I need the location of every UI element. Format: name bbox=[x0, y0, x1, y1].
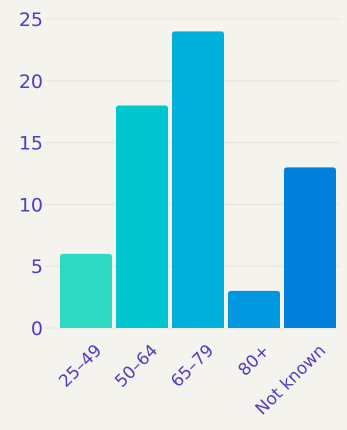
x-tick-label: 25–49 bbox=[55, 341, 106, 392]
y-tick-label: 20 bbox=[19, 71, 43, 93]
bar-0 bbox=[60, 253, 112, 328]
bar-3 bbox=[228, 290, 280, 328]
bar-4 bbox=[284, 167, 336, 328]
x-tick-label: 65–79 bbox=[167, 341, 218, 392]
x-tick-label: 50–64 bbox=[111, 341, 162, 392]
y-axis-ticks: 0 5 10 15 20 25 bbox=[19, 9, 43, 340]
y-tick-label: 5 bbox=[31, 256, 43, 278]
y-tick-label: 0 bbox=[31, 318, 43, 340]
x-axis-ticks: 25–49 50–64 65–79 80+Not known bbox=[55, 341, 330, 419]
bars bbox=[60, 31, 336, 329]
y-tick-label: 10 bbox=[19, 194, 43, 216]
y-tick-label: 25 bbox=[19, 9, 43, 31]
bar-1 bbox=[116, 105, 168, 329]
bar-2 bbox=[172, 31, 224, 329]
x-tick-label: 80+ bbox=[235, 341, 275, 381]
y-tick-label: 15 bbox=[19, 133, 43, 155]
